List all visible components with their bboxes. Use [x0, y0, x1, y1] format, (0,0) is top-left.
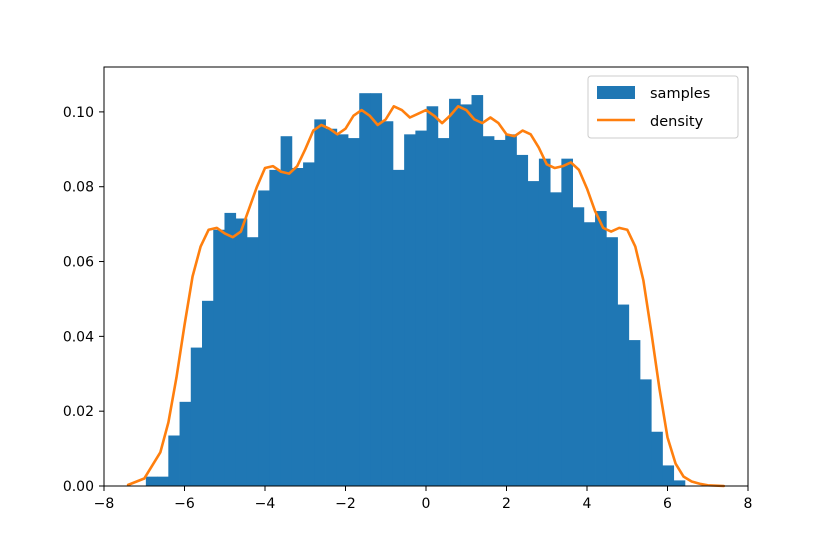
histogram-bar [639, 379, 652, 486]
histogram-bar [224, 212, 237, 486]
histogram-bar [583, 222, 596, 486]
y-tick-label: 0.10 [63, 105, 94, 121]
y-tick-label: 0.06 [63, 255, 94, 271]
histogram-bar [550, 192, 562, 486]
legend: samples density [587, 75, 739, 139]
histogram-bar [673, 480, 686, 486]
x-tick-label: 4 [583, 496, 592, 512]
histogram-bar [370, 93, 383, 486]
histogram-bar [437, 138, 450, 486]
histogram-bar [190, 347, 203, 486]
histogram-bar [381, 121, 394, 486]
histogram-bar [280, 136, 293, 486]
histogram-bar [505, 134, 517, 486]
histogram-bar [527, 181, 540, 486]
histogram-bar [449, 98, 461, 487]
density-line [126, 104, 726, 488]
y-tick-label: 0.00 [63, 479, 94, 495]
x-tick-label: 0 [422, 496, 431, 512]
histogram-bar [246, 237, 259, 486]
histogram-bar [213, 229, 225, 487]
x-tick-label: −4 [255, 496, 276, 512]
histogram-bar [595, 211, 607, 486]
histogram-bar [157, 476, 169, 486]
histogram-bars [145, 93, 686, 487]
legend-label-samples: samples [650, 86, 710, 102]
histogram-bar [303, 162, 315, 486]
legend-swatch-samples [597, 86, 635, 99]
histogram-bar [617, 304, 630, 486]
histogram-bar [314, 119, 326, 487]
y-tick-label: 0.04 [63, 329, 94, 345]
histogram-bar [493, 139, 506, 486]
histogram-bar [359, 93, 371, 486]
histogram-bar [325, 128, 338, 487]
x-axis: −8 −6 −4 −2 0 2 4 6 8 [94, 486, 753, 512]
histogram-bar [336, 134, 349, 486]
y-axis: 0.00 0.02 0.04 0.06 0.08 0.10 [63, 105, 104, 495]
histogram-bar [471, 95, 484, 486]
histogram-bar [291, 168, 304, 486]
histogram-bar [415, 130, 427, 486]
histogram-bar [572, 207, 585, 487]
histogram-bar [179, 401, 192, 486]
x-tick-label: −6 [174, 496, 195, 512]
histogram-bar [202, 300, 214, 486]
histogram-bar [258, 190, 270, 486]
x-tick-label: −2 [335, 496, 356, 512]
x-tick-label: −8 [94, 496, 115, 512]
histogram-bar [392, 169, 405, 486]
histogram-bar [426, 106, 439, 486]
histogram-bar [145, 476, 158, 486]
histogram-bar [168, 435, 180, 486]
histogram-bar [404, 134, 416, 486]
y-tick-label: 0.02 [63, 404, 94, 420]
histogram-bar [348, 138, 360, 486]
legend-label-density: density [650, 114, 704, 130]
histogram-bar [561, 158, 573, 486]
histogram-bar [628, 340, 641, 486]
histogram-bar [606, 237, 618, 486]
histogram-bar [482, 136, 495, 486]
histogram-bar [460, 104, 472, 486]
histogram-bar [651, 431, 663, 486]
histogram-bar [538, 158, 551, 486]
x-tick-label: 2 [502, 496, 511, 512]
histogram-bar [662, 465, 675, 486]
histogram-bar [235, 218, 248, 486]
x-tick-label: 6 [663, 496, 672, 512]
histogram-bar [516, 154, 529, 487]
histogram-bar [269, 169, 282, 486]
x-tick-label: 8 [744, 496, 753, 512]
y-tick-label: 0.08 [63, 180, 94, 196]
